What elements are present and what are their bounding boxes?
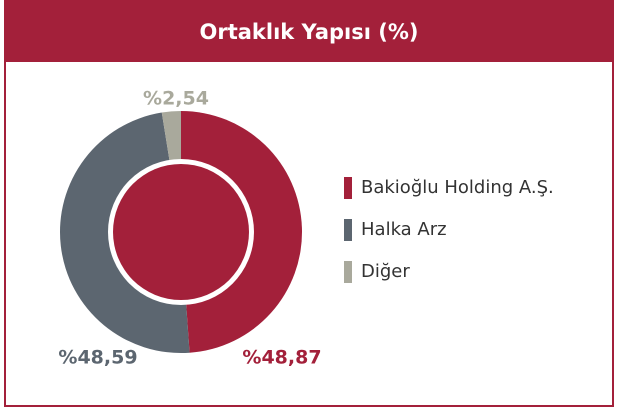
legend-label: Diğer bbox=[361, 261, 410, 282]
slice-label: %2,54 bbox=[143, 88, 209, 110]
slice-label: %48,59 bbox=[58, 347, 137, 369]
header bbox=[4, 0, 614, 62]
chart-title: Ortaklık Yapısı (%) bbox=[200, 20, 419, 44]
legend-swatch bbox=[344, 261, 352, 283]
donut-center bbox=[113, 164, 249, 300]
slice-label: %48,87 bbox=[242, 347, 321, 369]
legend-label: Halka Arz bbox=[361, 219, 447, 240]
legend-label: Bakioğlu Holding A.Ş. bbox=[361, 177, 554, 198]
legend-swatch bbox=[344, 177, 352, 199]
legend-swatch bbox=[344, 219, 352, 241]
